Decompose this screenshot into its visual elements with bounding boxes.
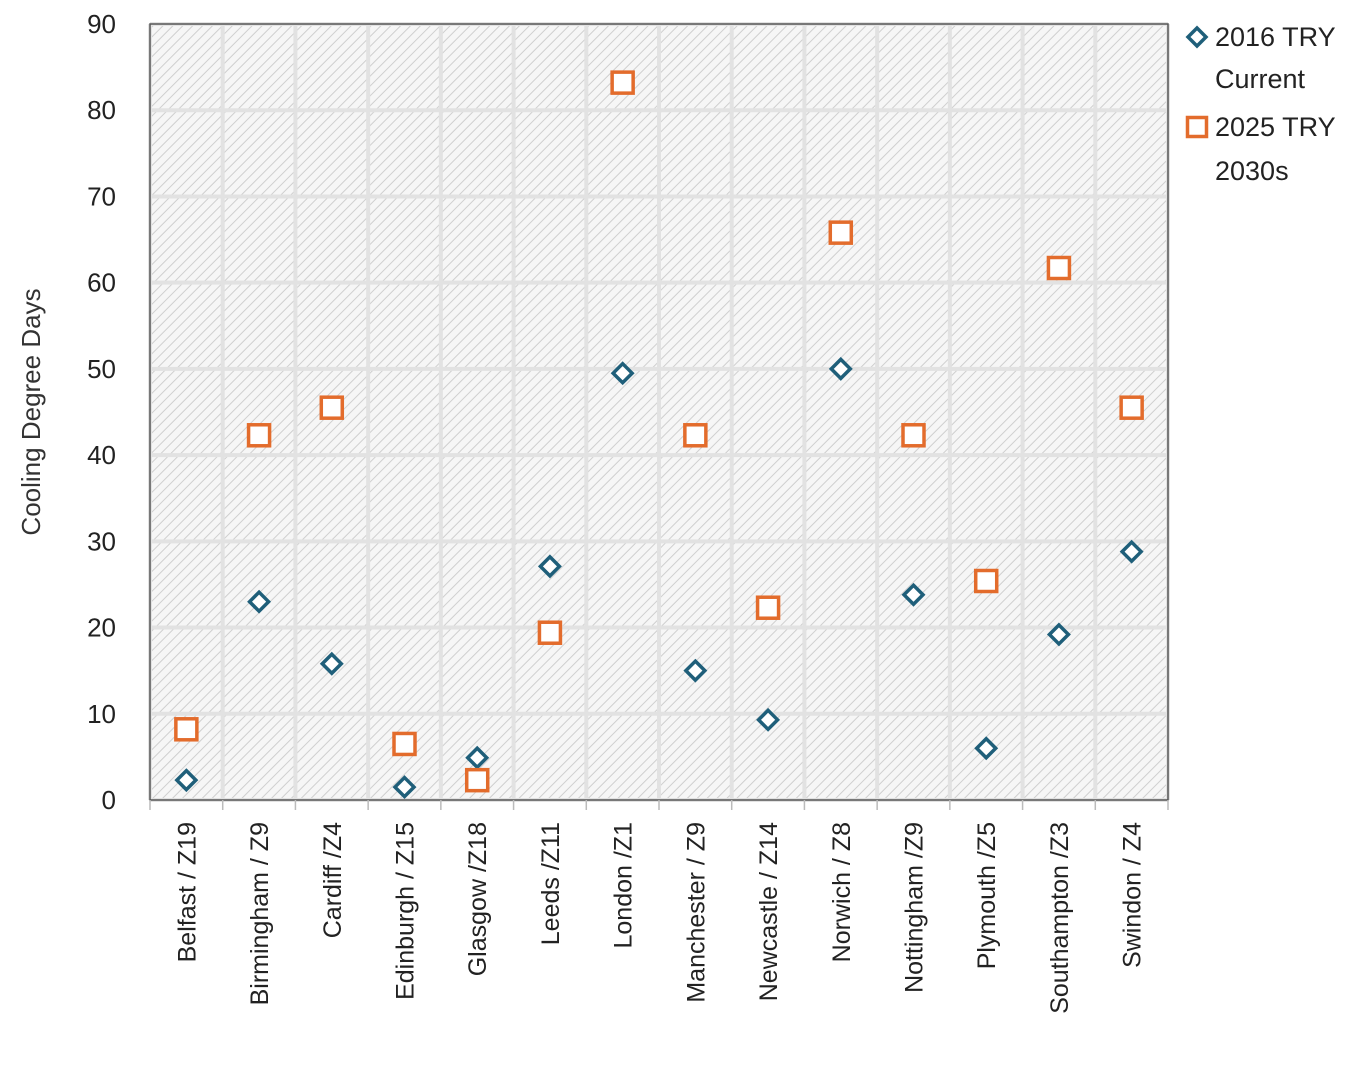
y-tick-label: 60	[87, 268, 116, 298]
x-category-label: Swindon / Z4	[1119, 822, 1147, 968]
x-axis: Belfast / Z19 Birmingham / Z9 Cardiff /Z4 E…	[149, 800, 1169, 1014]
y-tick-label: 50	[87, 354, 116, 384]
data-points	[174, 70, 1144, 800]
legend-label: 2025 TRY	[1215, 112, 1336, 142]
x-category-label: Nottingham /Z9	[901, 822, 929, 993]
series-2016-point	[610, 361, 635, 386]
y-axis: 0 10 20 30 40 50 60 70 80 90	[87, 9, 116, 815]
legend-label: Current	[1215, 64, 1306, 94]
series-2025-point	[755, 595, 781, 620]
x-category-label: Leeds /Z11	[537, 822, 565, 945]
x-category-label: Birmingham / Z9	[246, 822, 274, 1005]
series-2016-point	[319, 651, 344, 676]
y-tick-label: 0	[102, 785, 116, 815]
legend-label: 2030s	[1215, 156, 1289, 186]
x-category-label: Glasgow /Z18	[464, 822, 492, 976]
x-category-label: Cardiff /Z4	[319, 822, 347, 938]
legend-square-marker	[1185, 115, 1209, 139]
y-tick-label: 10	[87, 699, 116, 729]
x-category-label: London /Z1	[610, 822, 638, 949]
series-2025-point	[828, 220, 854, 245]
series-2016-point	[974, 736, 999, 761]
series-2016-point	[901, 582, 926, 607]
series-2016-point	[465, 745, 490, 770]
series-2016-point	[537, 554, 562, 579]
y-tick-label: 90	[87, 9, 116, 39]
series-2016-point	[756, 707, 781, 732]
legend: 2016 TRY Current 2025 TRY 2030s	[1185, 22, 1336, 186]
series-2025-point	[973, 568, 999, 594]
series-2025-point	[246, 423, 272, 448]
series-2025-point	[392, 731, 417, 757]
x-category-label: Manchester / Z9	[682, 822, 710, 1003]
series-2025-point	[901, 423, 926, 448]
y-tick-label: 70	[87, 181, 116, 211]
series-2016-point	[828, 356, 853, 381]
y-tick-label: 80	[87, 95, 116, 125]
x-category-label: Edinburgh / Z15	[392, 822, 420, 1000]
x-category-label: Plymouth /Z5	[973, 822, 1001, 969]
series-2025-point	[1119, 395, 1144, 420]
series-2016-point	[683, 658, 708, 683]
series-2025-point	[174, 717, 199, 742]
series-2016-point	[392, 775, 417, 800]
series-2025-point	[319, 395, 345, 420]
series-2025-point	[537, 620, 563, 645]
legend-label: 2016 TRY	[1215, 22, 1336, 52]
x-category-label: Newcastle / Z14	[755, 822, 783, 1001]
series-2016-point	[1119, 539, 1144, 564]
x-category-label: Norwich / Z8	[828, 822, 856, 962]
x-category-label: Southampton /Z3	[1046, 822, 1074, 1014]
series-2016-point	[247, 589, 272, 614]
y-tick-label: 40	[87, 440, 116, 470]
series-2025-point	[610, 70, 635, 95]
series-2016-point	[1046, 622, 1071, 647]
y-tick-label: 30	[87, 526, 116, 556]
x-category-label: Belfast / Z19	[173, 822, 201, 962]
y-tick-label: 20	[87, 613, 116, 643]
series-2025-point	[1046, 255, 1072, 281]
legend-diamond-marker	[1185, 25, 1209, 49]
y-axis-title: Cooling Degree Days	[16, 288, 46, 535]
series-2025-point	[464, 767, 490, 793]
series-2016-point	[174, 768, 199, 793]
series-2025-point	[683, 423, 708, 448]
